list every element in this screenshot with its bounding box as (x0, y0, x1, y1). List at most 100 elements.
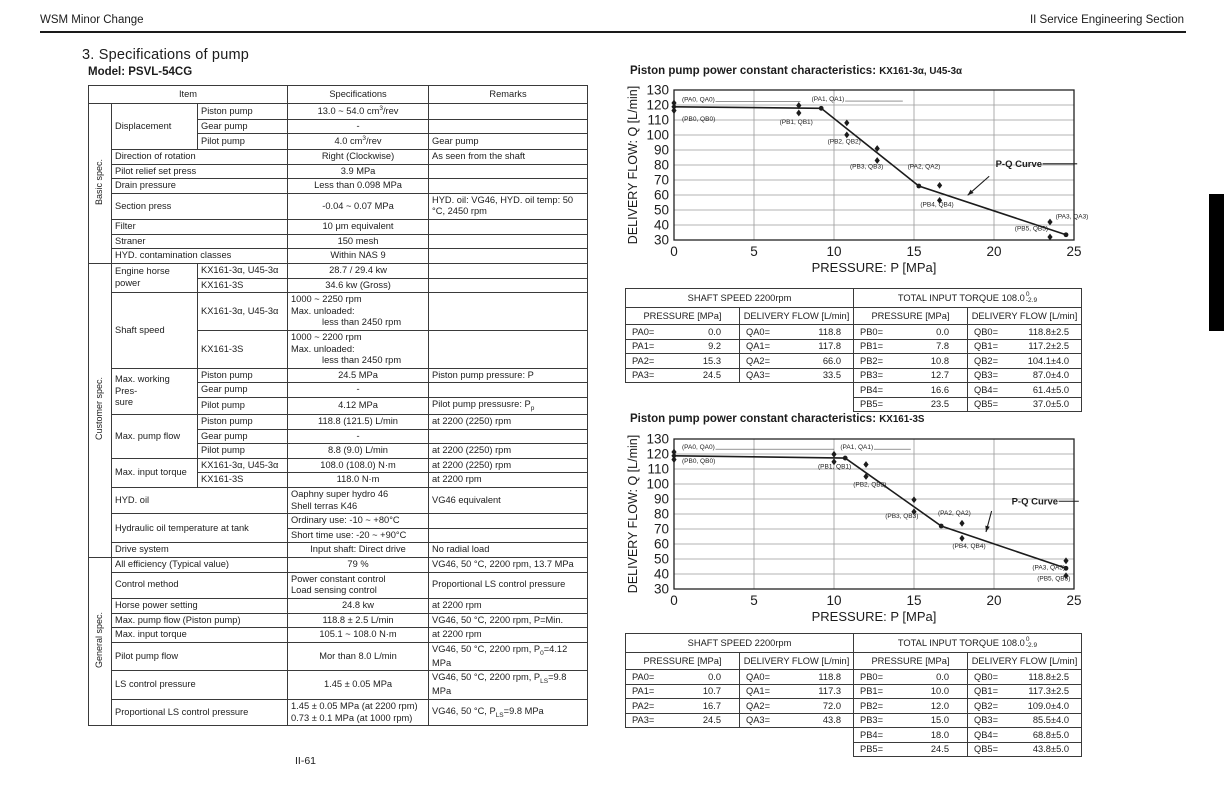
svg-text:10: 10 (826, 593, 841, 608)
pq-row: PB3= 12.7 QB3= 87.0±4.0 (853, 367, 1082, 383)
chart2-title: Piston pump power constant characteristi… (630, 413, 924, 425)
spec-remark: VG46 equivalent (428, 487, 589, 515)
svg-text:70: 70 (654, 173, 669, 188)
svg-text:120: 120 (646, 447, 669, 462)
pq-data-table: SHAFT SPEED 2200rpm PRESSURE [MPa] DELIVER… (625, 288, 854, 383)
model-label: Model: PSVL-54CG (88, 66, 193, 78)
svg-text:(PB5, QB5): (PB5, QB5) (1037, 575, 1070, 582)
spec-item: Straner (110, 233, 289, 250)
spec-group-label: Basic spec. (88, 103, 112, 264)
pq-curve-line (673, 455, 1067, 570)
spec-table: Item Specifications Remarks Basic spec. D… (87, 85, 589, 727)
spec-item: Control method (110, 571, 289, 599)
pq-pressure-cell: PA0= 0.0 (625, 669, 740, 685)
spec-item: Hydraulic oil temperature at tank (110, 513, 289, 544)
pq-pressure-cell: PA1= 9.2 (625, 338, 740, 354)
spec-remark (428, 178, 589, 194)
svg-text:25: 25 (1066, 244, 1081, 259)
spec-item: Shaft speed (111, 292, 198, 369)
spec-remark (428, 163, 589, 180)
spec-value: 118.8 (121.5) L/min (287, 413, 430, 430)
svg-text:(PB4, QB4): (PB4, QB4) (952, 543, 985, 550)
x-axis-title: PRESSURE: P [MPa] (812, 609, 937, 624)
spec-remark: VG46, 50 °C, PLS=9.8 MPa (428, 698, 589, 727)
spec-item: Horse power setting (110, 597, 289, 614)
pq-flow-cell: QB0= 118.8±2.5 (967, 324, 1082, 340)
spec-value: 105.1 ~ 108.0 N·m (287, 627, 430, 643)
pq-section-header: SHAFT SPEED 2200rpm (625, 633, 854, 653)
spec-subitem: Gear pump (196, 428, 289, 445)
plot-border (673, 89, 1075, 241)
spec-value: 4.0 cm3/rev (287, 133, 430, 151)
spec-item: Max. working Pres- sure (111, 367, 198, 415)
pq-pressure-cell: PA0= 0.0 (625, 324, 740, 340)
pq-pressure-cell: PA2= 15.3 (625, 353, 740, 369)
pq-col-header: DELIVERY FLOW [L/min] (967, 307, 1082, 325)
pq-curve-callout: P-Q Curve (985, 496, 1079, 533)
pq-row: PA3= 24.5 QA3= 43.8 (625, 712, 854, 728)
svg-text:80: 80 (654, 158, 669, 173)
spec-row: Section press -0.04 ~ 0.07 MPa HYD. oil: V… (89, 192, 589, 221)
section-title: 3. Specifications of pump (82, 47, 250, 63)
spec-row: Max. pump flow Piston pump 118.8 (121.5) L… (89, 413, 589, 459)
spec-row: Max. working Pres- sure Piston pump 24.5 M… (89, 367, 589, 415)
spec-remark: HYD. oil: VG46, HYD. oil temp: 50 °C, 24… (428, 192, 589, 221)
spec-subitem: KX161-3S (196, 277, 289, 294)
svg-text:120: 120 (646, 98, 669, 113)
pq-pressure-cell: PB0= 0.0 (853, 669, 968, 685)
svg-text:40: 40 (654, 218, 669, 233)
svg-text:50: 50 (654, 552, 669, 567)
spec-item: Pilot relief set press (110, 163, 289, 180)
spec-item: Max. pump flow (Piston pump) (110, 612, 289, 629)
svg-text:20: 20 (986, 593, 1001, 608)
pq-flow-cell: QB3= 85.5±4.0 (967, 712, 1082, 728)
spec-row: Proportional LS control pressure 1.45 ± 0… (89, 698, 589, 727)
header-left: WSM Minor Change (40, 14, 144, 26)
pq-table-1: SHAFT SPEED 2200rpm PRESSURE [MPa] DELIVER… (625, 288, 1082, 412)
spec-remark: at 2200 (2250) rpm (428, 457, 589, 474)
svg-text:90: 90 (654, 492, 669, 507)
spec-row: Pilot pump 4.12 MPa Pilot pump pressusre: … (89, 396, 589, 415)
pq-row: PB0= 0.0 QB0= 118.8±2.5 (853, 324, 1082, 340)
spec-row: Pilot relief set press 3.9 MPa (89, 163, 589, 180)
svg-text:0: 0 (670, 244, 678, 259)
spec-value: 34.6 kw (Gross) (287, 277, 430, 294)
pq-pressure-cell: PB1= 7.8 (853, 338, 968, 354)
spec-row: Max. pump flow (Piston pump) 118.8 ± 2.5 … (89, 612, 589, 629)
spec-remark (428, 292, 589, 331)
chart1-title: Piston pump power constant characteristi… (630, 65, 962, 77)
spec-row: Gear pump - (89, 428, 589, 445)
pq-pressure-cell: PB2= 12.0 (853, 698, 968, 714)
pq-flow-cell: QA2= 66.0 (739, 353, 854, 369)
pq-row: PB3= 15.0 QB3= 85.5±4.0 (853, 712, 1082, 728)
pq-curve-callout: P-Q Curve (967, 159, 1078, 196)
svg-text:110: 110 (647, 462, 669, 477)
spec-remark: Proportional LS control pressure (428, 571, 589, 599)
spec-remark: Pilot pump pressusre: Pp (428, 396, 589, 415)
spec-row: Drive system Input shaft: Direct drive No … (89, 542, 589, 559)
pq-flow-cell: QB0= 118.8±2.5 (967, 669, 1082, 685)
pq-row: PB1= 7.8 QB1= 117.2±2.5 (853, 338, 1082, 354)
spec-subitem: KX161-3α, U45-3α (196, 262, 289, 279)
pq-flow-cell: QA1= 117.8 (739, 338, 854, 354)
pq-row: PA0= 0.0 QA0= 118.8 (625, 669, 854, 685)
spec-remark: at 2200 rpm (428, 472, 589, 489)
spec-remark: Gear pump (428, 133, 589, 151)
spec-remark: No radial load (428, 542, 589, 559)
pq-pressure-cell: PA3= 24.5 (625, 367, 740, 383)
spec-remark (428, 428, 589, 445)
pq-flow-cell: QB2= 109.0±4.0 (967, 698, 1082, 714)
spec-item: Filter (110, 219, 289, 235)
svg-text:100: 100 (646, 477, 669, 492)
spec-group-label: General spec. (88, 557, 112, 727)
pq-pressure-cell: PB3= 12.7 (853, 367, 968, 383)
svg-text:(PA2, QA2): (PA2, QA2) (908, 163, 941, 170)
spec-subitem: Gear pump (196, 382, 289, 398)
spec-remark (428, 103, 589, 120)
spec-value: - (287, 382, 430, 398)
spec-remark (428, 329, 589, 369)
